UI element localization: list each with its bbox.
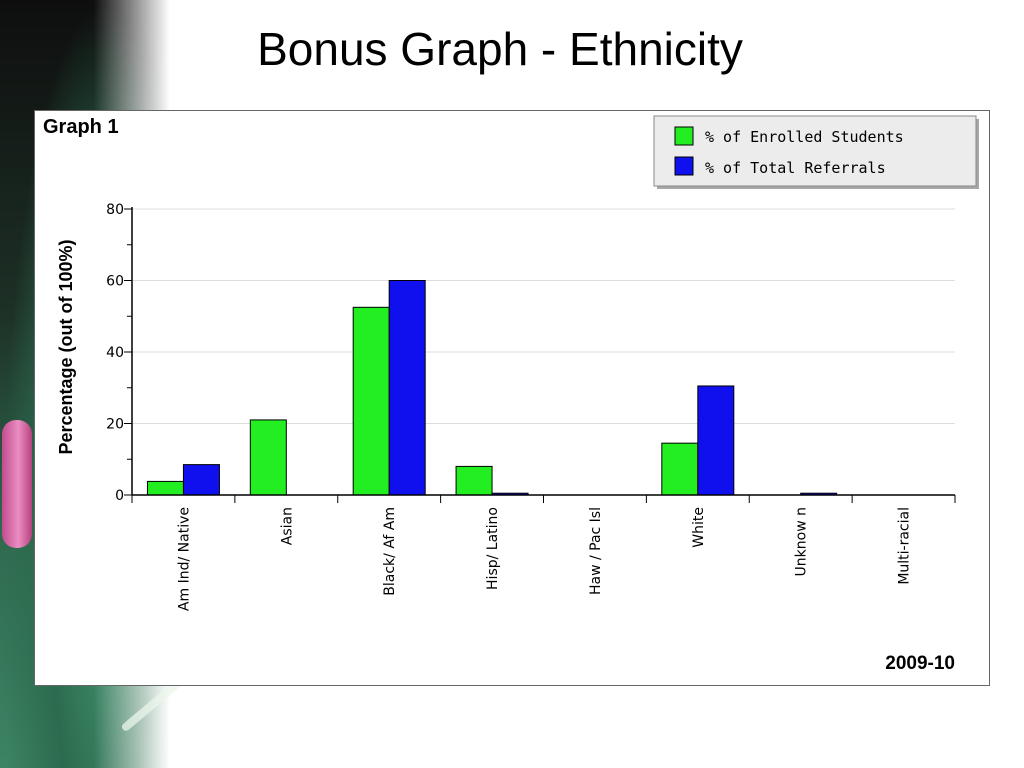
x-tick-label: Am Ind/ Native: [176, 507, 192, 611]
legend-swatch-referrals: [674, 156, 694, 176]
legend-label-referrals: % of Total Referrals: [705, 159, 886, 177]
legend: % of Enrolled Students % of Total Referr…: [653, 115, 979, 189]
bar-referrals: [697, 385, 735, 496]
chart-footer-year: 2009-10: [885, 653, 955, 674]
bar-referrals: [182, 464, 220, 496]
x-tick-label: Asian: [279, 507, 295, 545]
slide-title: Bonus Graph - Ethnicity: [257, 23, 743, 75]
bar-enrolled: [146, 480, 184, 496]
chalk-stick-image: [2, 420, 32, 548]
bar-chart: Graph 1 2009-10 Percentage (out of 100%)…: [43, 115, 979, 674]
legend-swatch-enrolled: [674, 126, 694, 146]
x-tick-label: Haw / Pac Isl: [588, 507, 604, 595]
y-tick-label: 40: [106, 345, 124, 361]
y-axis-label: Percentage (out of 100%): [56, 239, 76, 454]
x-tick-label: Multi-racial: [897, 507, 913, 585]
bar-enrolled: [249, 419, 287, 496]
axes: 0 20 40 60 80 Am Ind/ Native Asian Black/ Af Am…: [106, 202, 956, 611]
bar-enrolled: [455, 465, 493, 496]
bar-enrolled: [352, 306, 390, 496]
legend-label-enrolled: % of Enrolled Students: [705, 128, 904, 146]
x-tick-label: Unknow n: [794, 507, 810, 576]
legend-box: [653, 115, 977, 187]
y-tick-label: 20: [106, 417, 124, 433]
chart-title: Graph 1: [43, 116, 119, 138]
bar-enrolled: [661, 442, 699, 496]
y-tick-label: 80: [106, 202, 124, 218]
bar-referrals: [388, 280, 426, 496]
grid-lines: [132, 208, 955, 424]
y-tick-label: 60: [106, 274, 124, 290]
x-tick-label: White: [691, 507, 707, 548]
y-tick-label: 0: [115, 488, 124, 504]
bars: [146, 280, 838, 496]
chart-panel: Graph 1 2009-10 Percentage (out of 100%)…: [34, 110, 990, 686]
x-tick-label: Hisp/ Latino: [485, 507, 501, 590]
x-tick-label: Black/ Af Am: [382, 507, 398, 596]
